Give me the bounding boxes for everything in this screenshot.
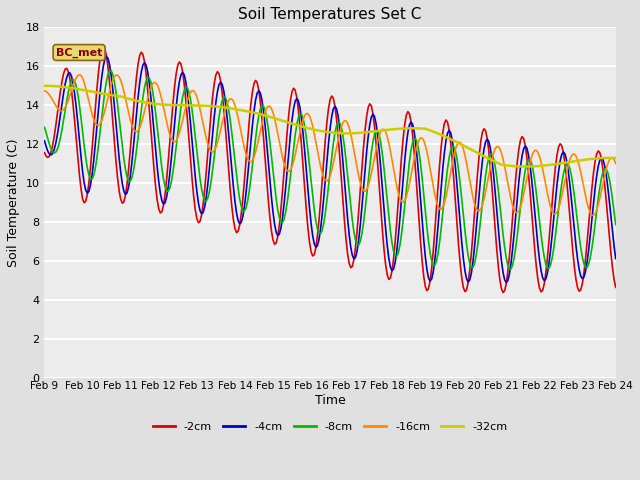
-16cm bbox=[387, 148, 394, 154]
-2cm bbox=[148, 146, 156, 152]
-2cm bbox=[399, 136, 407, 142]
-8cm bbox=[507, 266, 515, 272]
-2cm bbox=[56, 89, 64, 95]
-8cm bbox=[612, 222, 620, 228]
-2cm bbox=[499, 289, 507, 295]
-8cm bbox=[399, 218, 407, 224]
Y-axis label: Soil Temperature (C): Soil Temperature (C) bbox=[7, 139, 20, 267]
-32cm bbox=[385, 127, 392, 132]
-4cm bbox=[148, 110, 156, 116]
-16cm bbox=[399, 199, 407, 205]
-32cm bbox=[543, 162, 551, 168]
-8cm bbox=[108, 68, 115, 73]
-8cm bbox=[41, 124, 49, 130]
Line: -8cm: -8cm bbox=[45, 71, 616, 269]
-8cm bbox=[56, 135, 64, 141]
Line: -16cm: -16cm bbox=[45, 75, 616, 216]
-16cm bbox=[367, 170, 375, 176]
-2cm bbox=[545, 237, 553, 243]
-32cm bbox=[56, 84, 64, 89]
Text: BC_met: BC_met bbox=[56, 48, 102, 58]
Legend: -2cm, -4cm, -8cm, -16cm, -32cm: -2cm, -4cm, -8cm, -16cm, -32cm bbox=[148, 417, 512, 436]
-16cm bbox=[543, 191, 551, 197]
X-axis label: Time: Time bbox=[315, 394, 346, 407]
-2cm bbox=[387, 275, 394, 281]
-16cm bbox=[612, 161, 620, 167]
-32cm bbox=[612, 155, 620, 161]
-16cm bbox=[41, 88, 49, 94]
-32cm bbox=[397, 126, 405, 132]
-8cm bbox=[387, 228, 394, 234]
-16cm bbox=[589, 213, 597, 218]
Line: -4cm: -4cm bbox=[45, 57, 616, 283]
-16cm bbox=[76, 72, 83, 78]
-4cm bbox=[56, 112, 64, 118]
-2cm bbox=[612, 285, 620, 290]
-32cm bbox=[522, 164, 529, 169]
-2cm bbox=[367, 103, 375, 109]
-4cm bbox=[367, 114, 375, 120]
-4cm bbox=[387, 264, 394, 270]
-32cm bbox=[41, 83, 49, 89]
-4cm bbox=[545, 260, 553, 265]
-8cm bbox=[367, 150, 375, 156]
-2cm bbox=[41, 150, 49, 156]
-8cm bbox=[148, 86, 156, 92]
Line: -32cm: -32cm bbox=[45, 86, 616, 167]
-4cm bbox=[612, 256, 620, 262]
-4cm bbox=[399, 177, 407, 182]
-4cm bbox=[102, 54, 110, 60]
Line: -2cm: -2cm bbox=[45, 47, 616, 292]
Title: Soil Temperatures Set C: Soil Temperatures Set C bbox=[238, 7, 422, 22]
-16cm bbox=[148, 81, 156, 87]
-2cm bbox=[99, 44, 107, 50]
-4cm bbox=[502, 280, 510, 286]
-32cm bbox=[147, 100, 155, 106]
-32cm bbox=[366, 129, 374, 135]
-16cm bbox=[56, 108, 64, 114]
-8cm bbox=[545, 265, 553, 271]
-4cm bbox=[41, 138, 49, 144]
